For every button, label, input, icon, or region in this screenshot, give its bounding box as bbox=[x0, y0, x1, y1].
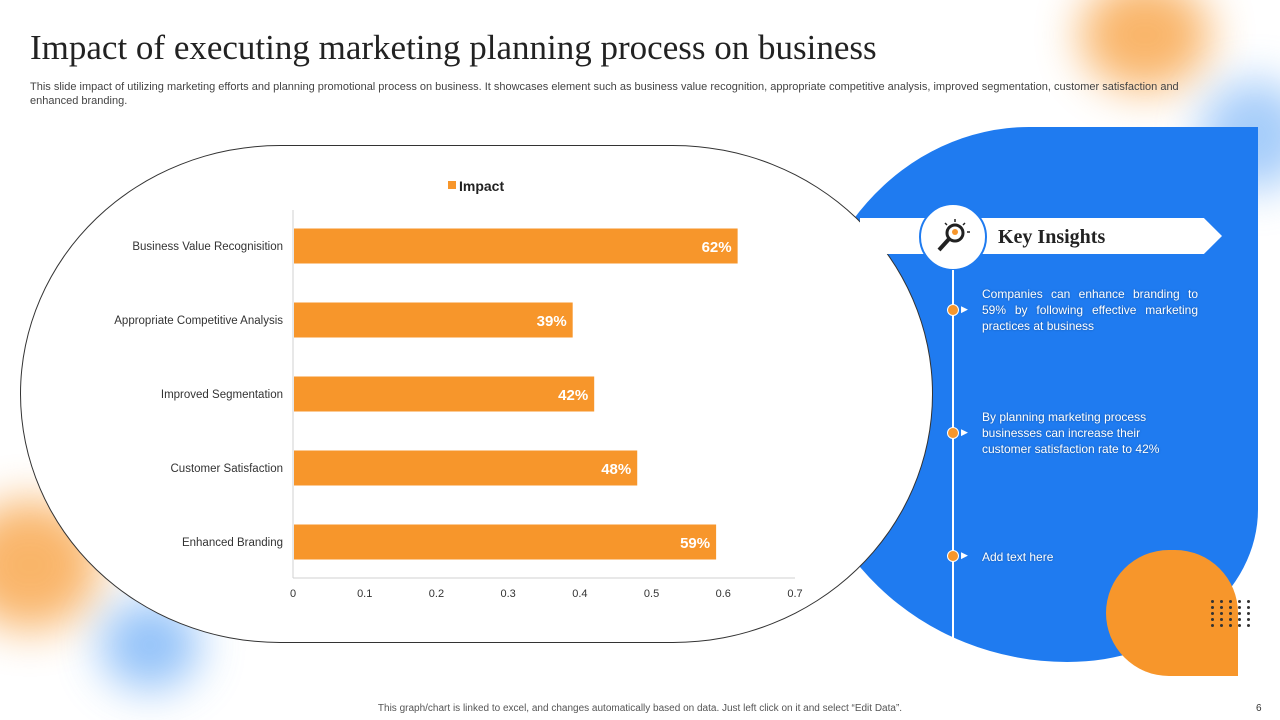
decor-dot bbox=[1220, 618, 1223, 621]
footer-note: This graph/chart is linked to excel, and… bbox=[377, 703, 903, 714]
decor-orange-shape bbox=[1106, 550, 1238, 676]
decor-dot bbox=[1211, 606, 1214, 609]
x-tick-label: 0.1 bbox=[357, 588, 372, 600]
decor-dot bbox=[1238, 606, 1241, 609]
decor-dot bbox=[1238, 624, 1241, 627]
y-category-label: Customer Satisfaction bbox=[171, 463, 284, 475]
x-tick-label: 0.3 bbox=[500, 588, 515, 600]
insight-1: Companies can enhance branding to 59% by… bbox=[982, 287, 1198, 333]
bar-data-label: 62% bbox=[702, 239, 732, 256]
bar bbox=[294, 524, 717, 560]
timeline-dot bbox=[947, 550, 959, 562]
decor-dot bbox=[1229, 618, 1232, 621]
insights-heading: Key Insights bbox=[998, 226, 1106, 248]
decor-dot bbox=[1211, 618, 1214, 621]
x-tick-label: 0.6 bbox=[716, 588, 731, 600]
x-tick-label: 0.5 bbox=[644, 588, 659, 600]
decor-dot bbox=[1247, 606, 1250, 609]
decor-dot-grid bbox=[1211, 600, 1253, 627]
arrow-icon: ▶ bbox=[961, 427, 968, 437]
decor-dot bbox=[1211, 600, 1214, 603]
decor-dot bbox=[1247, 618, 1250, 621]
arrow-icon: ▶ bbox=[961, 550, 968, 560]
timeline-line bbox=[952, 270, 954, 662]
decor-dot bbox=[1238, 618, 1241, 621]
y-category-label: Improved Segmentation bbox=[161, 389, 283, 401]
decor-blob bbox=[1080, 0, 1210, 90]
y-category-label: Appropriate Competitive Analysis bbox=[114, 315, 283, 327]
x-tick-label: 0.7 bbox=[787, 588, 802, 600]
decor-dot bbox=[1229, 606, 1232, 609]
decor-dot bbox=[1229, 600, 1232, 603]
timeline-dot bbox=[947, 427, 959, 439]
decor-dot bbox=[1211, 624, 1214, 627]
arrow-icon: ▶ bbox=[961, 304, 968, 314]
insight-icon-circle bbox=[919, 203, 987, 271]
decor-dot bbox=[1220, 606, 1223, 609]
decor-dot bbox=[1220, 600, 1223, 603]
y-category-label: Business Value Recognisition bbox=[132, 241, 283, 253]
decor-dot bbox=[1220, 624, 1223, 627]
bar bbox=[294, 450, 638, 486]
insight-3[interactable]: Add text here bbox=[982, 550, 1054, 564]
decor-dot bbox=[1238, 612, 1241, 615]
x-tick-label: 0 bbox=[290, 588, 296, 600]
page-subtitle: This slide impact of utilizing marketing… bbox=[30, 81, 1179, 107]
bar-data-label: 42% bbox=[558, 387, 588, 404]
bar-data-label: 59% bbox=[680, 535, 710, 552]
bar bbox=[294, 376, 595, 412]
decor-dot bbox=[1220, 612, 1223, 615]
decor-dot bbox=[1238, 600, 1241, 603]
decor-dot bbox=[1229, 624, 1232, 627]
timeline-dot bbox=[947, 304, 959, 316]
decor-dot bbox=[1247, 600, 1250, 603]
page-title: Impact of executing marketing planning p… bbox=[30, 28, 877, 67]
insight-2: By planning marketing process businesses… bbox=[982, 410, 1160, 456]
bar bbox=[294, 302, 573, 338]
magnifier-bulb-icon bbox=[937, 219, 970, 252]
bar-chart[interactable]: 0 0.1 0.2 0.3 0.4 0.5 0.6 0.7 Impact Business Val… bbox=[0, 0, 940, 660]
bar bbox=[294, 228, 738, 264]
legend-swatch bbox=[448, 181, 456, 189]
x-tick-label: 0.2 bbox=[429, 588, 444, 600]
page-number: 6 bbox=[1256, 703, 1262, 714]
bar-data-label: 39% bbox=[537, 313, 567, 330]
decor-dot bbox=[1247, 612, 1250, 615]
decor-dot bbox=[1211, 612, 1214, 615]
y-category-label: Enhanced Branding bbox=[182, 537, 283, 549]
decor-dot bbox=[1229, 612, 1232, 615]
x-tick-label: 0.4 bbox=[572, 588, 587, 600]
legend-label: Impact bbox=[459, 178, 504, 194]
decor-dot bbox=[1247, 624, 1250, 627]
bar-data-label: 48% bbox=[601, 461, 631, 478]
